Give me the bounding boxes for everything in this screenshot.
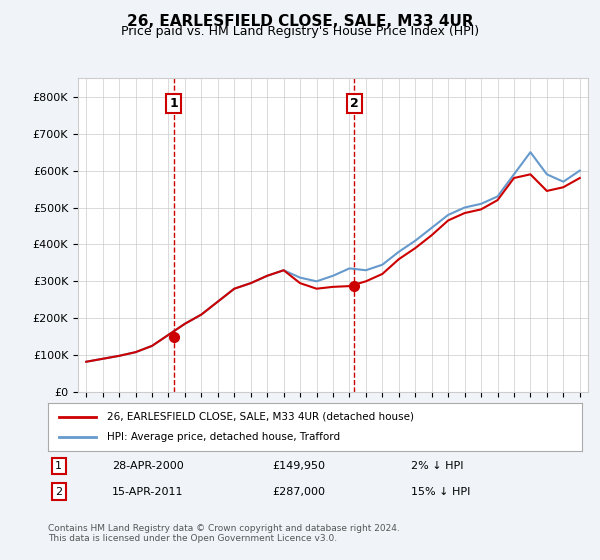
Text: Contains HM Land Registry data © Crown copyright and database right 2024.
This d: Contains HM Land Registry data © Crown c… [48, 524, 400, 543]
Text: 2% ↓ HPI: 2% ↓ HPI [411, 461, 464, 471]
Text: £149,950: £149,950 [272, 461, 325, 471]
Text: 2: 2 [350, 97, 359, 110]
Text: 28-APR-2000: 28-APR-2000 [112, 461, 184, 471]
Text: 26, EARLESFIELD CLOSE, SALE, M33 4UR: 26, EARLESFIELD CLOSE, SALE, M33 4UR [127, 14, 473, 29]
Text: 15% ↓ HPI: 15% ↓ HPI [411, 487, 470, 497]
Text: 1: 1 [55, 461, 62, 471]
Text: HPI: Average price, detached house, Trafford: HPI: Average price, detached house, Traf… [107, 432, 340, 442]
Text: 26, EARLESFIELD CLOSE, SALE, M33 4UR (detached house): 26, EARLESFIELD CLOSE, SALE, M33 4UR (de… [107, 412, 414, 422]
Text: 1: 1 [169, 97, 178, 110]
Text: Price paid vs. HM Land Registry's House Price Index (HPI): Price paid vs. HM Land Registry's House … [121, 25, 479, 38]
Text: £287,000: £287,000 [272, 487, 325, 497]
Text: 15-APR-2011: 15-APR-2011 [112, 487, 184, 497]
Text: 2: 2 [55, 487, 62, 497]
